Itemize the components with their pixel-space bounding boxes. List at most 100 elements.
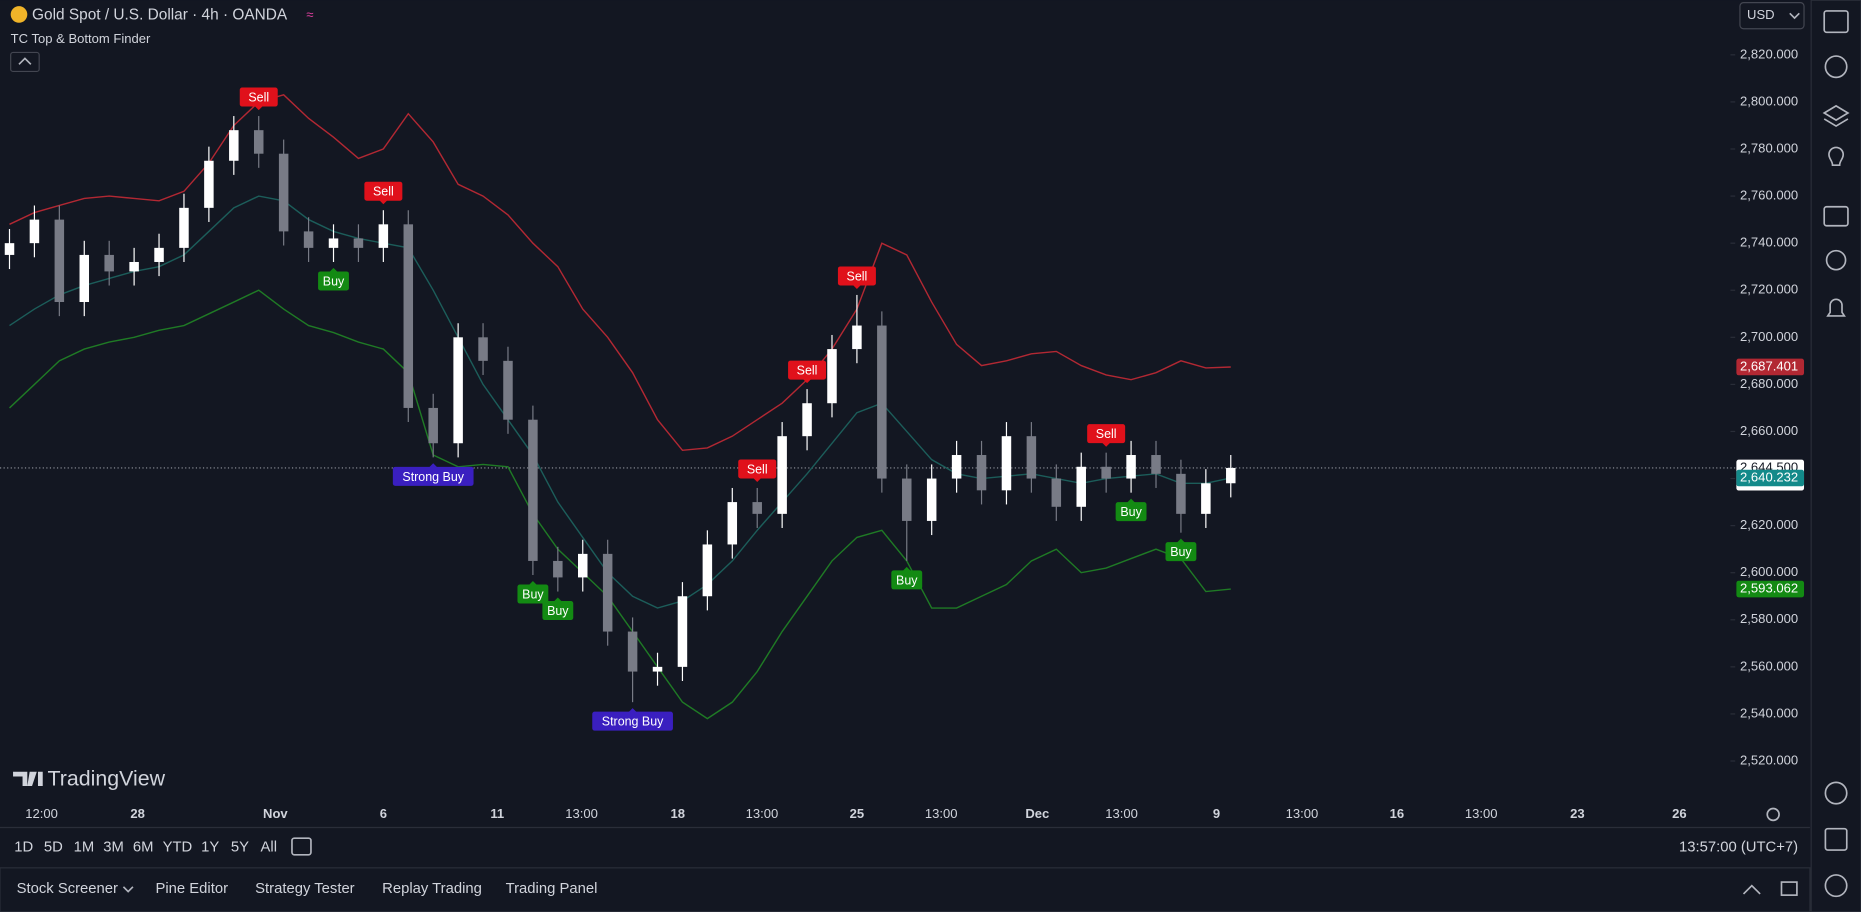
tab[interactable]: Trading Panel — [506, 881, 598, 897]
chat-icon[interactable] — [1823, 205, 1849, 227]
timeframe-button[interactable]: 3M — [103, 840, 124, 856]
ideas-icon[interactable] — [1828, 146, 1845, 167]
notifications-icon[interactable] — [1826, 298, 1846, 317]
currency-select[interactable] — [1739, 2, 1805, 30]
candle-body — [1101, 466, 1111, 479]
status-icon: ≈ — [306, 7, 313, 22]
candle-body — [602, 553, 613, 632]
candle-body — [79, 254, 90, 303]
bottom-tabs-bar — [0, 867, 1811, 912]
price-label: 2,593.062 — [1740, 580, 1798, 595]
dom-icon[interactable] — [1824, 781, 1848, 805]
x-tick-label: Nov — [263, 806, 288, 821]
x-tick-label: 18 — [670, 806, 685, 821]
candle-body — [877, 325, 887, 479]
candle-body — [1176, 473, 1186, 514]
candle-body — [902, 478, 912, 521]
tab[interactable]: Replay Trading — [382, 881, 482, 897]
watermark-logo — [13, 771, 43, 786]
timeframe-button[interactable]: 1Y — [201, 840, 219, 856]
x-tick-label: 25 — [850, 806, 865, 821]
timeframe-button[interactable]: 1D — [14, 840, 33, 856]
price-label-box — [1736, 469, 1805, 487]
timeframe-button[interactable]: 5D — [44, 840, 63, 856]
candle-body — [278, 153, 289, 232]
signal-label: Buy — [1120, 505, 1142, 519]
watchlist-icon[interactable] — [1823, 10, 1849, 34]
candle-body — [727, 502, 738, 545]
tab[interactable]: Pine Editor — [155, 881, 228, 897]
plot-area: 2,520.000 2,540.000 2,560.000 2,580.000 2,60… — [0, 46, 1805, 821]
tab[interactable]: Strategy Tester — [255, 881, 355, 897]
price-label: 2,687.401 — [1740, 358, 1798, 373]
y-tick-label: 2,820.000 — [1740, 46, 1798, 61]
y-tick-label: 2,600.000 — [1740, 564, 1798, 579]
collapse-panel-icon[interactable] — [1742, 884, 1761, 895]
x-tick-label: 9 — [1213, 806, 1220, 821]
tabs: Stock Screener Pine Editor Strategy Tester… — [17, 881, 598, 897]
candle-body — [303, 231, 314, 248]
candle-body — [129, 261, 139, 272]
y-tick-label: 2,660.000 — [1740, 423, 1798, 438]
candle-body — [926, 478, 937, 521]
signal-badge — [891, 570, 923, 590]
signal-label: Buy — [323, 274, 345, 288]
timeframe-button[interactable]: 1M — [74, 840, 95, 856]
signal-label: Buy — [547, 604, 569, 618]
settings-icon[interactable] — [1766, 807, 1780, 822]
signal-badge — [542, 601, 574, 621]
signal-badge — [788, 360, 827, 380]
y-tick-label: 2,800.000 — [1740, 93, 1798, 108]
price-label-box — [1736, 580, 1805, 598]
collapse-button[interactable] — [10, 51, 40, 73]
calendar-icon[interactable] — [1824, 827, 1848, 851]
layers-icon[interactable] — [1822, 104, 1850, 128]
x-tick-label: 26 — [1672, 806, 1687, 821]
timeframe-button[interactable]: All — [261, 840, 277, 856]
candle-body — [154, 247, 164, 262]
help-icon[interactable] — [1824, 874, 1848, 898]
timeframe-button[interactable]: YTD — [163, 840, 193, 856]
candle-body — [104, 254, 114, 272]
signal-label: Sell — [747, 462, 768, 476]
timeframes: 1D 5D 1M 3M 6M YTD 1Y 5Y All — [14, 840, 277, 856]
streams-icon[interactable] — [1825, 249, 1847, 271]
y-tick-label: 2,540.000 — [1740, 705, 1798, 720]
candle-body — [1201, 483, 1211, 514]
currency-caret — [1789, 12, 1800, 20]
signal-label: Buy — [522, 588, 544, 602]
x-tick-label: 23 — [1570, 806, 1585, 821]
x-tick-label: 13:00 — [565, 806, 598, 821]
candle-body — [652, 666, 663, 672]
y-tick-label: 2,760.000 — [1740, 188, 1798, 203]
timeframe-button[interactable]: 6M — [133, 840, 154, 856]
signal-badge — [1165, 542, 1197, 562]
x-tick-label: 13:00 — [1105, 806, 1138, 821]
y-tick-label: 2,620.000 — [1740, 517, 1798, 532]
candle-body — [852, 325, 862, 350]
signal-badge — [592, 711, 673, 731]
signal-badge — [1115, 502, 1147, 522]
y-tick-label: 2,720.000 — [1740, 282, 1798, 297]
timeframe-button[interactable]: 5Y — [231, 840, 249, 856]
candle-body — [503, 360, 513, 420]
sidebar-icons — [1822, 10, 1850, 898]
signal-badge — [392, 466, 474, 486]
maximize-panel-icon[interactable] — [1780, 881, 1798, 896]
signal-badge — [837, 266, 876, 286]
alerts-icon[interactable] — [1824, 55, 1848, 79]
tab[interactable]: Stock Screener — [17, 881, 118, 897]
signal-label: Sell — [847, 269, 868, 283]
indicator-name: TC Top & Bottom Finder — [11, 31, 151, 46]
price-label: 2,640.232 — [1740, 469, 1798, 484]
currency-label: USD — [1747, 7, 1775, 22]
candle-body — [253, 130, 264, 154]
candle-body — [553, 560, 563, 578]
signal-badge — [318, 271, 349, 291]
y-tick-label: 2,560.000 — [1740, 658, 1798, 673]
candle-body — [702, 544, 713, 597]
candle-body — [777, 436, 787, 514]
date-range-icon[interactable] — [291, 837, 312, 856]
